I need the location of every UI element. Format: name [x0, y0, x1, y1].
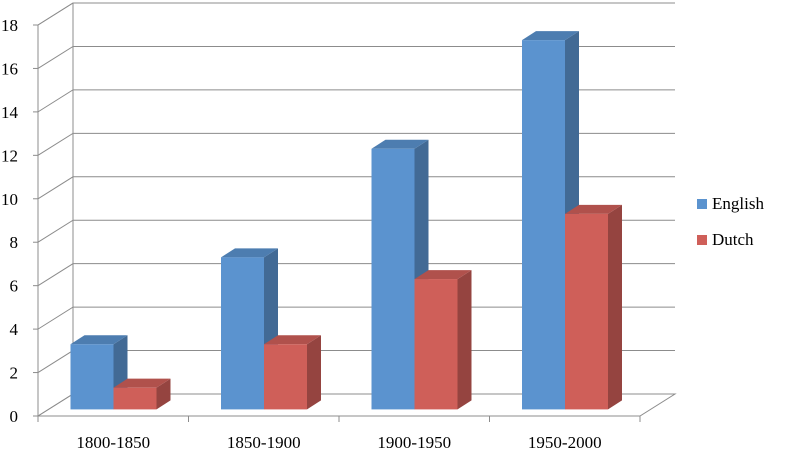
y-tick-label-16: 16 — [1, 59, 18, 78]
x-tick-label-2: 1900-1950 — [377, 433, 451, 452]
bars — [70, 31, 622, 410]
y-tick-label-6: 6 — [10, 277, 19, 296]
bar-top — [221, 248, 278, 258]
legend: English Dutch — [697, 194, 764, 249]
bar-side — [156, 378, 171, 410]
bar-dutch-1850-1900 — [264, 335, 321, 410]
bar-front — [70, 344, 114, 410]
bar-top — [70, 335, 128, 345]
legend-label-english: English — [712, 194, 764, 213]
x-tick-label-1: 1850-1900 — [227, 433, 301, 452]
y-tick-label-14: 14 — [1, 103, 19, 122]
y-tick-label-18: 18 — [1, 16, 18, 35]
bar-side — [457, 270, 472, 410]
y-tick-label-0: 0 — [10, 407, 19, 426]
x-axis-ticks: 1800-1850 1850-1900 1900-1950 1950-2000 — [76, 433, 601, 452]
bar-dutch-1950-2000 — [565, 204, 622, 410]
bar-front — [565, 213, 608, 410]
x-tick-label-3: 1950-2000 — [528, 433, 602, 452]
gridline-10 — [37, 176, 675, 200]
y-axis-ticks: 0 2 4 6 8 10 12 14 16 18 — [1, 16, 19, 426]
y-tick-label-8: 8 — [10, 233, 19, 252]
bar-english-1900-1950 — [371, 139, 429, 410]
gridline-18 — [37, 2, 675, 26]
gridline-4 — [37, 306, 675, 330]
bar-front — [113, 387, 157, 410]
gridline-12 — [37, 132, 675, 156]
bar-top — [113, 378, 171, 388]
bar-front — [221, 257, 264, 410]
bar-side — [608, 204, 622, 410]
legend-swatch-dutch — [697, 235, 707, 245]
x-tick-label-0: 1800-1850 — [76, 433, 150, 452]
bar-top — [565, 204, 622, 214]
bar-top — [414, 270, 472, 280]
gridline-14 — [37, 89, 675, 113]
bar-top — [522, 31, 579, 41]
bar-top — [371, 139, 429, 149]
bar-dutch-1900-1950 — [414, 270, 472, 410]
y-tick-label-4: 4 — [10, 320, 19, 339]
bar-english-1850-1900 — [221, 248, 278, 410]
gridline-6 — [37, 263, 675, 287]
legend-swatch-english — [697, 199, 707, 209]
bar-top — [264, 335, 321, 345]
y-tick-label-10: 10 — [1, 190, 18, 209]
bar-dutch-1800-1850 — [113, 378, 171, 410]
bar-front — [522, 40, 565, 410]
y-tick-label-12: 12 — [1, 146, 18, 165]
bar-side — [307, 335, 321, 410]
bar-front — [371, 148, 415, 410]
bar-front — [264, 344, 307, 410]
gridline-8 — [37, 219, 675, 243]
bar-front — [414, 279, 458, 410]
gridline-16 — [37, 45, 675, 69]
y-tick-label-2: 2 — [10, 364, 19, 383]
legend-label-dutch: Dutch — [712, 230, 754, 249]
